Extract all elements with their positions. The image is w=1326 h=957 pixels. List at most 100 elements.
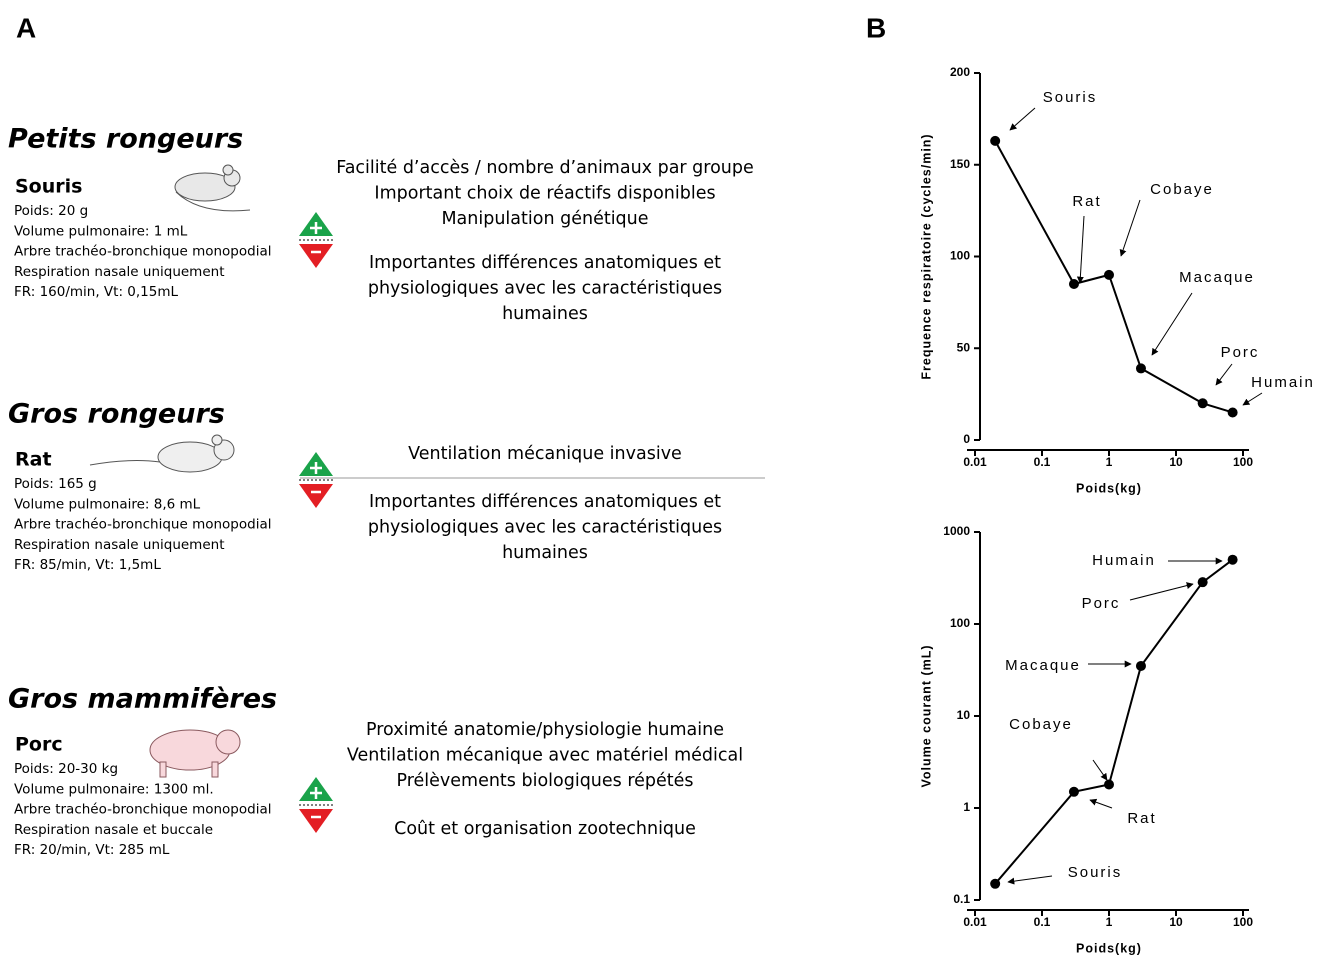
x-tick-label: 1 — [1106, 455, 1113, 469]
pro-con-icon — [299, 777, 333, 833]
pro-con-icon — [299, 452, 333, 508]
x-tick-label: 0.1 — [1034, 455, 1051, 469]
point-label: Cobaye — [1009, 716, 1073, 733]
point-label: Cobaye — [1150, 181, 1214, 198]
drawback: humaines — [502, 543, 588, 563]
label-arrow — [1007, 875, 1053, 885]
label-arrow — [1119, 199, 1141, 257]
animal-detail: Volume pulmonaire: 8,6 mL — [14, 496, 201, 512]
animal-detail: Arbre trachéo-bronchique monopodial — [14, 802, 271, 818]
y-tick-label: 200 — [950, 65, 970, 79]
drawback: Coût et organisation zootechnique — [394, 819, 696, 839]
y-axis-label: Volume courant (mL) — [919, 644, 933, 787]
point-label: Macaque — [1179, 269, 1255, 286]
animal-detail: Arbre trachéo-bronchique monopodial — [14, 517, 271, 533]
animal-name: Rat — [15, 449, 52, 471]
panel-label: B — [866, 12, 886, 43]
animal-detail: Respiration nasale uniquement — [14, 264, 225, 280]
advantage: Ventilation mécanique invasive — [408, 444, 682, 464]
animal-detail: Volume pulmonaire: 1300 ml. — [14, 781, 214, 797]
x-tick-label: 0.1 — [1034, 915, 1051, 929]
x-tick-label: 10 — [1169, 915, 1183, 929]
label-arrow — [1076, 215, 1085, 284]
y-tick-label: 50 — [957, 340, 971, 354]
animal-detail: FR: 20/min, Vt: 285 mL — [14, 842, 170, 858]
data-line — [994, 140, 1233, 414]
drawback: physiologiques avec les caractéristiques — [368, 279, 722, 299]
x-tick-label: 100 — [1233, 455, 1253, 469]
mouse-illustration — [174, 164, 251, 212]
data-point — [1227, 554, 1238, 565]
point-label: Souris — [1043, 89, 1098, 106]
advantage: Proximité anatomie/physiologie humaine — [366, 720, 724, 740]
animal-detail: Poids: 20-30 kg — [14, 761, 118, 777]
point-label: Humain — [1251, 374, 1315, 391]
drawback: Importantes différences anatomiques et — [369, 492, 721, 512]
x-axis-label: Poids(kg) — [1076, 481, 1142, 495]
animal-name: Porc — [15, 734, 63, 756]
x-tick-label: 10 — [1169, 455, 1183, 469]
data-point — [1197, 577, 1208, 588]
x-tick-label: 0.01 — [963, 455, 987, 469]
label-arrow — [1215, 363, 1233, 386]
x-tick-label: 0.01 — [963, 915, 987, 929]
label-arrow — [1242, 392, 1263, 406]
y-tick-label: 1 — [963, 800, 970, 814]
data-point — [1135, 660, 1146, 671]
x-axis-label: Poids(kg) — [1076, 941, 1142, 955]
animal-detail: Poids: 20 g — [14, 203, 88, 219]
y-axis-label: Frequence respiratoire (cycles/min) — [919, 133, 933, 379]
animal-detail: Respiration nasale uniquement — [14, 537, 225, 553]
data-point — [1227, 407, 1238, 418]
drawback: humaines — [502, 304, 588, 324]
data-point — [1104, 779, 1114, 790]
advantage: Ventilation mécanique avec matériel médi… — [347, 746, 743, 766]
animal-detail: FR: 160/min, Vt: 0,15mL — [14, 284, 179, 300]
x-tick-label: 100 — [1233, 915, 1253, 929]
animal-detail: FR: 85/min, Vt: 1,5mL — [14, 557, 161, 573]
y-tick-label: 0.1 — [953, 892, 970, 906]
animal-detail: Arbre trachéo-bronchique monopodial — [14, 244, 271, 260]
point-label: Humain — [1092, 552, 1156, 569]
label-arrow — [1151, 292, 1193, 356]
data-line — [994, 558, 1234, 885]
rat-illustration — [89, 434, 235, 473]
label-arrow — [1129, 582, 1194, 601]
advantage: Important choix de réactifs disponibles — [374, 184, 715, 204]
advantage: Manipulation génétique — [441, 209, 648, 229]
point-label: Rat — [1127, 810, 1156, 827]
y-tick-label: 100 — [950, 249, 970, 263]
data-point — [1135, 363, 1146, 374]
drawback: Importantes différences anatomiques et — [369, 253, 721, 273]
y-tick-label: 100 — [950, 616, 970, 630]
group-heading: Petits rongeurs — [8, 124, 243, 155]
point-label: Porc — [1082, 595, 1121, 612]
advantage: Facilité d’accès / nombre d’animaux par … — [336, 158, 754, 178]
data-point — [1068, 279, 1079, 290]
label-arrow — [1092, 759, 1108, 781]
pro-con-icon — [299, 212, 333, 268]
label-arrow — [1009, 107, 1036, 131]
data-point — [990, 135, 1001, 146]
label-arrow — [1089, 798, 1113, 809]
animal-name: Souris — [15, 176, 82, 198]
data-point — [990, 878, 1001, 889]
y-tick-label: 0 — [963, 432, 970, 446]
y-tick-label: 1000 — [943, 524, 970, 538]
data-point — [1104, 269, 1114, 280]
point-label: Souris — [1068, 864, 1123, 881]
point-label: Macaque — [1005, 657, 1081, 674]
animal-detail: Volume pulmonaire: 1 mL — [14, 223, 188, 239]
y-tick-label: 150 — [950, 157, 970, 171]
panel-label: A — [16, 12, 36, 43]
point-label: Rat — [1072, 193, 1101, 210]
data-point — [1197, 398, 1208, 409]
x-tick-label: 1 — [1106, 915, 1113, 929]
group-heading: Gros mammifères — [8, 684, 277, 715]
drawback: physiologiques avec les caractéristiques — [368, 518, 722, 538]
group-heading: Gros rongeurs — [8, 399, 225, 430]
data-point — [1068, 786, 1079, 797]
advantage: Prélèvements biologiques répétés — [396, 771, 693, 791]
animal-detail: Poids: 165 g — [14, 476, 97, 492]
